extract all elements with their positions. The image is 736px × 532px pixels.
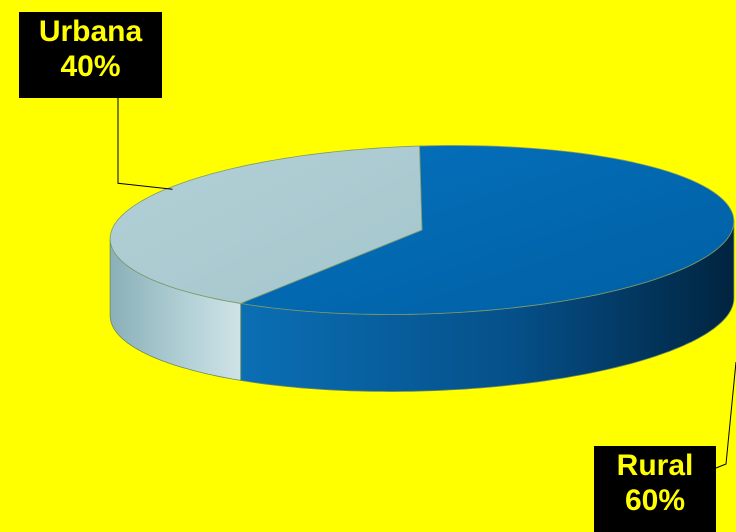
slice-urbana: [109, 145, 423, 304]
slice-label-rural: Rural: [616, 449, 694, 482]
slice-rural: [239, 145, 735, 315]
slice-label-urbana: Urbana: [38, 15, 143, 48]
data-label-urbana: Urbana 40%: [19, 12, 162, 98]
slice-value-rural: 60%: [624, 484, 686, 517]
leader-line-rural: [715, 361, 736, 469]
slice-value-urbana: 40%: [60, 50, 121, 83]
data-label-rural: Rural 60%: [594, 446, 716, 532]
leader-line-urbana: [117, 98, 173, 190]
